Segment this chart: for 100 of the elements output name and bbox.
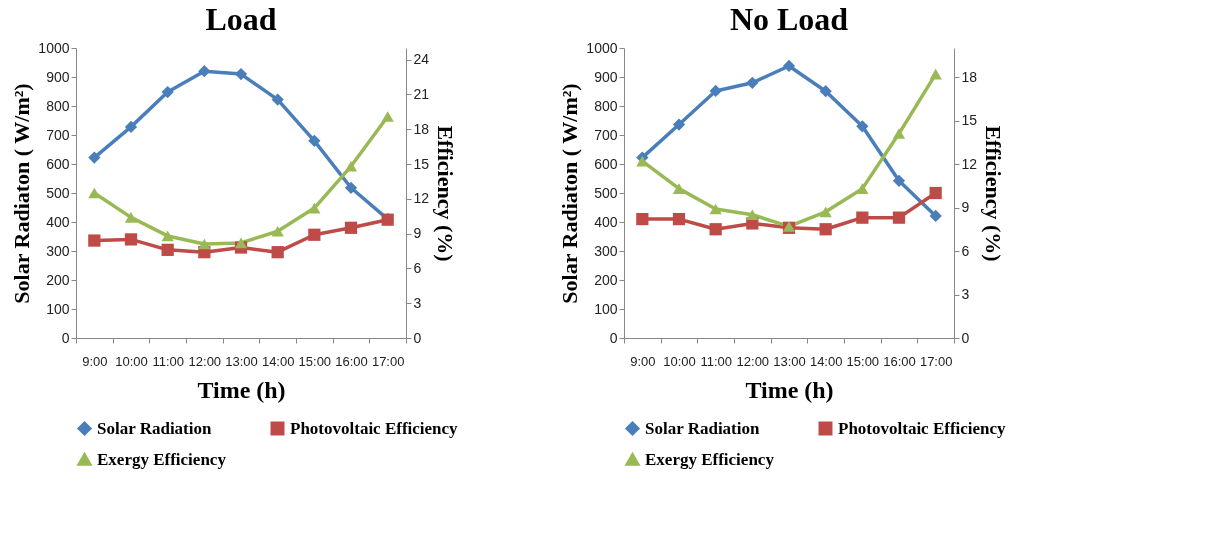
y2-tick-label: 0 [961, 329, 970, 346]
x-tick-label: 14:00 [809, 353, 843, 369]
point [709, 203, 722, 215]
point [709, 223, 722, 236]
point [234, 237, 248, 249]
point [929, 68, 942, 80]
legend-label: Solar Radiation [97, 418, 212, 438]
point [892, 174, 906, 187]
y-tick-label: 700 [594, 126, 618, 143]
point [819, 206, 832, 218]
x-tick-label: 16:00 [335, 353, 368, 369]
y2-tick-label: 9 [961, 199, 970, 215]
point [381, 111, 394, 122]
y-tick-label: 900 [594, 68, 618, 85]
x-tick-label: 9:00 [630, 353, 656, 369]
point [856, 183, 869, 194]
x-tick-label: 9:00 [82, 353, 108, 369]
point [856, 211, 869, 224]
y-tick-label: 1000 [586, 39, 618, 56]
point [161, 230, 174, 242]
y2-tick-label: 24 [413, 51, 430, 68]
point [672, 212, 686, 226]
x-axis-title: Time (h) [197, 376, 286, 403]
x-tick-label: 10:00 [663, 353, 696, 369]
y2-tick-label: 3 [961, 286, 970, 302]
chart-title: Load [205, 1, 277, 37]
y-tick-label: 300 [594, 242, 618, 259]
x-tick-label: 15:00 [298, 353, 332, 369]
y-tick-label: 600 [594, 155, 618, 172]
x-tick-label: 17:00 [919, 353, 953, 369]
y2-tick-label: 12 [961, 155, 978, 172]
point [672, 118, 686, 131]
y2-tick-label: 15 [413, 155, 430, 172]
y-tick-label: 800 [46, 97, 70, 114]
point [198, 238, 211, 250]
y-tick-label: 600 [46, 155, 70, 172]
legend-label: Exergy Efficiency [645, 449, 775, 469]
point [856, 120, 869, 133]
y-tick-label: 700 [46, 126, 70, 143]
x-tick-label: 10:00 [115, 353, 148, 369]
y2-tick-label: 6 [413, 259, 422, 276]
point [892, 211, 906, 224]
y-tick-label: 500 [594, 184, 618, 201]
point [124, 212, 138, 223]
y-tick-label: 300 [46, 242, 70, 259]
y2-axis-title: Efficiency (%) [433, 125, 459, 262]
y2-tick-label: 0 [413, 329, 422, 346]
point [746, 76, 759, 89]
x-tick-label: 13:00 [773, 353, 806, 369]
point [746, 209, 759, 221]
y2-axis-title: Efficiency (%) [981, 125, 1007, 262]
x-tick-label: 12:00 [188, 353, 222, 369]
y-tick-label: 400 [594, 213, 618, 230]
point [308, 134, 321, 147]
y2-tick-label: 9 [413, 225, 422, 242]
x-tick-label: 14:00 [261, 353, 295, 369]
y-tick-label: 200 [594, 271, 618, 288]
point [234, 67, 248, 81]
y2-tick-label: 6 [961, 242, 970, 259]
point [892, 128, 906, 139]
point [161, 85, 174, 99]
point [672, 183, 686, 194]
y-tick-label: 500 [46, 184, 70, 201]
y-tick-label: 400 [46, 213, 70, 230]
point [124, 233, 138, 246]
y-tick-label: 0 [609, 329, 618, 346]
x-tick-label: 16:00 [883, 353, 916, 369]
y-tick-label: 800 [594, 97, 618, 114]
point [344, 221, 358, 234]
y-tick-label: 0 [61, 329, 70, 346]
y-tick-label: 200 [46, 271, 70, 288]
point [198, 65, 211, 78]
point [271, 93, 284, 106]
legend-label: Photovoltaic Efficiency [290, 418, 459, 438]
point [819, 223, 832, 236]
legend-label: Solar Radiation [645, 418, 760, 438]
y2-tick-label: 18 [961, 68, 978, 85]
y2-tick-label: 15 [961, 112, 978, 128]
point [344, 181, 358, 194]
point [344, 161, 358, 172]
point [271, 246, 284, 259]
x-tick-label: 13:00 [225, 353, 258, 369]
legend-label: Photovoltaic Efficiency [838, 418, 1007, 438]
x-tick-label: 15:00 [846, 353, 880, 369]
x-tick-label: 17:00 [371, 353, 405, 369]
y-tick-label: 100 [46, 300, 70, 317]
point [124, 120, 138, 133]
point [308, 202, 321, 214]
y-axis-title: Solar Radiaton ( W/m²) [557, 83, 583, 304]
y-tick-label: 900 [46, 68, 70, 85]
point [929, 186, 942, 200]
y2-tick-label: 21 [413, 85, 430, 102]
point [636, 212, 649, 226]
chart-title: No Load [729, 1, 849, 37]
point [819, 85, 832, 98]
x-tick-label: 11:00 [152, 353, 184, 369]
y-tick-label: 1000 [38, 39, 70, 56]
y2-tick-label: 3 [413, 294, 422, 311]
y-axis-title: Solar Radiaton ( W/m²) [9, 83, 35, 304]
point [308, 228, 321, 241]
